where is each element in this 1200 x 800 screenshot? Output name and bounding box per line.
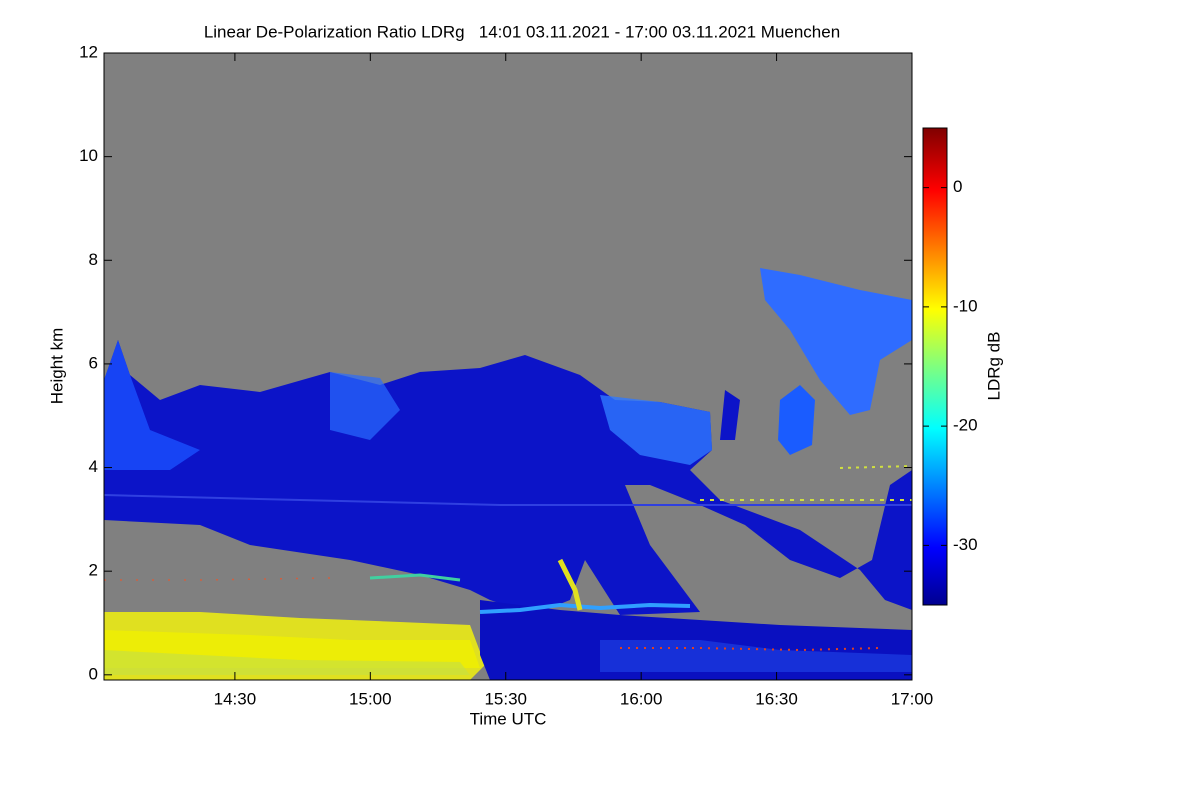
y-tick-label: 12 [79, 42, 98, 61]
x-tick-label: 16:30 [755, 689, 798, 708]
x-tick-label: 17:00 [891, 689, 934, 708]
x-tick-label: 14:30 [214, 689, 257, 708]
colorbar-tick-label: -20 [953, 416, 978, 435]
y-tick-label: 8 [89, 250, 98, 269]
y-axis-label: Height km [47, 328, 66, 405]
y-tick-label: 4 [89, 457, 98, 476]
y-tick-label: 0 [89, 664, 98, 683]
x-tick-label: 16:00 [620, 689, 663, 708]
colorbar-tick-label: -10 [953, 296, 978, 315]
colorbar-tick-label: -30 [953, 535, 978, 554]
colorbar [922, 127, 948, 606]
colorbar-label: LDRg dB [984, 332, 1003, 401]
y-tick-label: 6 [89, 353, 98, 372]
heatmap-image [104, 53, 912, 680]
chart-title: Linear De-Polarization Ratio LDRg 14:01 … [204, 22, 840, 41]
x-axis-label: Time UTC [470, 709, 547, 728]
colorbar-tick-label: 0 [953, 177, 962, 196]
y-tick-label: 2 [89, 561, 98, 580]
plot-frame [103, 52, 913, 681]
x-tick-label: 15:30 [484, 689, 527, 708]
y-tick-label: 10 [79, 146, 98, 165]
x-tick-label: 15:00 [349, 689, 392, 708]
